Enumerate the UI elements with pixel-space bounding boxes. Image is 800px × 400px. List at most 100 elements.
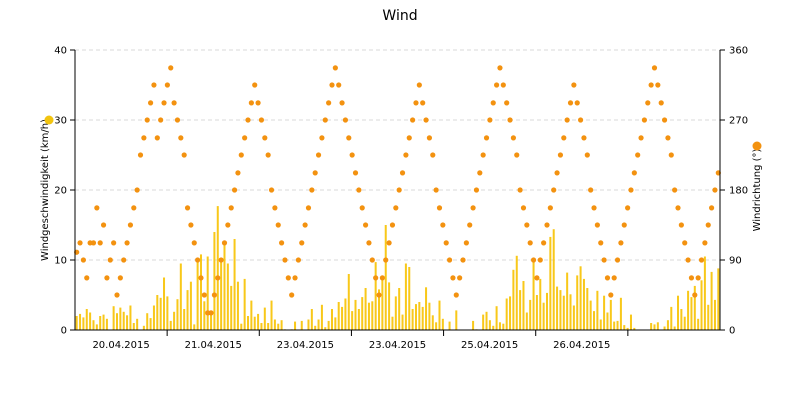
y-right-tick-label: 0 [729, 326, 735, 337]
wind-direction-point [181, 152, 187, 158]
wind-direction-point [379, 275, 385, 281]
wind-direction-point [309, 187, 315, 193]
wind-direction-point [413, 100, 419, 106]
wind-speed-bar [330, 309, 333, 330]
wind-speed-bar [391, 316, 394, 330]
wind-speed-bar [233, 239, 236, 330]
wind-speed-bar [294, 321, 297, 330]
axes: 0 10 20 30 40 0 90 180 270 360 20.04.2015 21.04.201… [54, 46, 748, 352]
wind-direction-point [433, 187, 439, 193]
wind-direction-point [326, 100, 332, 106]
wind-speed-bar [428, 302, 431, 330]
wind-direction-point [94, 205, 100, 211]
wind-direction-point [231, 187, 238, 193]
wind-speed-bar [401, 314, 404, 330]
wind-speed-bar [519, 290, 522, 330]
wind-direction-point [567, 100, 574, 106]
wind-speed-bar [163, 277, 166, 330]
wind-direction-point [685, 257, 691, 263]
legend-right-marker [752, 141, 762, 151]
wind-direction-point [517, 187, 523, 193]
wind-direction-point [235, 170, 241, 176]
wind-speed-bar [199, 254, 202, 330]
wind-direction-point [386, 240, 392, 246]
wind-direction-point [702, 240, 708, 246]
wind-direction-point [698, 257, 705, 263]
wind-direction-point [712, 187, 718, 193]
wind-speed-bar [515, 255, 518, 330]
wind-speed-bar [576, 275, 579, 330]
wind-direction-point [336, 82, 342, 88]
wind-speed-bar [579, 266, 582, 330]
wind-direction-point [292, 275, 298, 281]
wind-speed-bar [92, 320, 95, 330]
wind-direction-point [80, 257, 86, 263]
wind-speed-bar [314, 325, 317, 330]
wind-direction-point [346, 135, 352, 141]
wind-direction-point [678, 222, 684, 228]
wind-direction-point [638, 135, 644, 141]
wind-direction-point [581, 135, 587, 141]
wind-direction-point [661, 117, 668, 123]
wind-speed-bar [492, 325, 495, 330]
wind-speed-bar [509, 296, 512, 330]
wind-direction-point [349, 152, 355, 158]
wind-speed-bar [606, 312, 609, 330]
wind-speed-bar [334, 317, 337, 330]
wind-direction-point [628, 187, 634, 193]
wind-direction-point [457, 275, 463, 281]
wind-direction-point [208, 310, 214, 316]
wind-direction-point [537, 257, 543, 263]
wind-direction-point [188, 222, 194, 228]
wind-speed-bar [179, 263, 182, 330]
wind-direction-point [359, 205, 365, 211]
wind-direction-point [131, 205, 137, 211]
wind-direction-point [500, 82, 506, 88]
wind-speed-bar [687, 290, 690, 330]
wind-direction-point [255, 100, 261, 106]
wind-direction-point [625, 205, 631, 211]
wind-speed-bar [472, 320, 475, 330]
wind-direction-point [104, 275, 110, 281]
wind-speed-bar [317, 319, 320, 330]
wind-speed-bar [435, 322, 438, 330]
wind-direction-point [299, 240, 305, 246]
wind-direction-point [658, 100, 664, 106]
wind-direction-point [561, 135, 567, 141]
wind-direction-point [319, 135, 325, 141]
wind-direction-point [403, 152, 409, 158]
y-left-tick-label: 30 [54, 116, 67, 127]
wind-speed-bar [351, 311, 354, 330]
wind-speed-bar [384, 225, 387, 330]
wind-speed-bar [408, 267, 411, 330]
wind-speed-bar [448, 321, 451, 330]
wind-speed-bar [320, 304, 323, 330]
wind-speed-bar [529, 299, 532, 330]
wind-direction-point [252, 82, 258, 88]
wind-direction-point [641, 117, 648, 123]
wind-direction-point [467, 222, 473, 228]
wind-speed-bar [152, 305, 155, 330]
wind-direction-point [460, 257, 466, 263]
wind-direction-point [564, 117, 570, 123]
wind-direction-point [534, 275, 540, 281]
wind-direction-point [648, 82, 654, 88]
wind-speed-bar [247, 316, 250, 330]
wind-speed-bar [690, 297, 693, 330]
wind-speed-bar [240, 323, 243, 330]
y-axis-left-label: Windgeschwindigkeit (km/h) [40, 119, 51, 261]
wind-speed-bar [502, 323, 505, 330]
y-right-tick-label: 360 [729, 46, 748, 57]
wind-direction-point [134, 187, 140, 193]
wind-speed-bar [713, 299, 716, 330]
wind-direction-point [339, 100, 345, 106]
wind-direction-point [268, 187, 275, 193]
wind-speed-bar [498, 322, 501, 330]
wind-direction-point [608, 292, 614, 298]
wind-direction-point [151, 82, 157, 88]
wind-speed-bar [693, 285, 696, 330]
wind-direction-point [100, 222, 107, 228]
wind-speed-bar [337, 302, 340, 330]
wind-speed-bar [670, 306, 673, 330]
wind-speed-bar [102, 314, 105, 330]
